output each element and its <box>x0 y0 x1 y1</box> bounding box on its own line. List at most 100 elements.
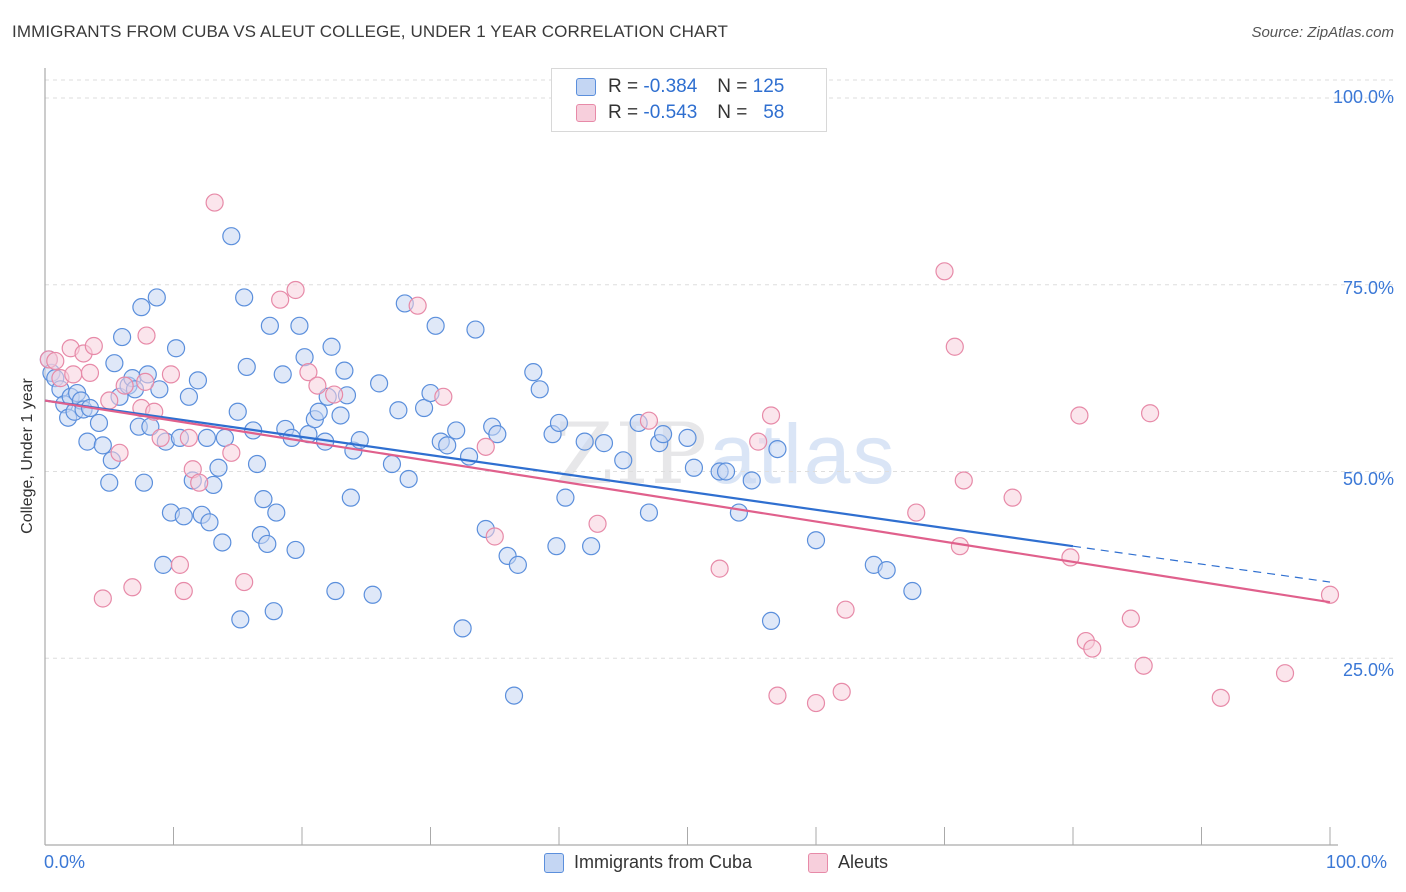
cuba-point <box>488 425 507 444</box>
cuba-point <box>426 316 445 335</box>
x-tick-label: 0.0% <box>44 852 86 872</box>
aleut-point <box>1003 488 1022 507</box>
aleut-point <box>1275 664 1295 683</box>
legend-r-value: -0.384 <box>643 76 698 97</box>
aleut-point <box>123 578 142 597</box>
cuba-point <box>235 288 254 307</box>
legend-n-label: N = <box>717 102 748 123</box>
cuba-point <box>254 490 273 509</box>
aleut-point <box>1140 404 1160 423</box>
aleut-point <box>710 559 729 578</box>
aleut-point <box>179 428 199 447</box>
legend-n-value: 125 <box>752 76 785 97</box>
aleut-point <box>286 280 305 300</box>
y-tick-label: 100.0% <box>1332 87 1394 107</box>
cuba-point <box>556 488 575 507</box>
y-tick-label: 75.0% <box>1342 278 1394 298</box>
aleut-point <box>174 581 193 601</box>
aleut-point <box>485 527 504 546</box>
cuba-point <box>678 428 697 447</box>
aleut-point <box>325 385 344 404</box>
aleut-point <box>110 443 129 462</box>
legend-swatch-blue <box>544 852 564 873</box>
cuba-point <box>768 439 787 459</box>
cuba-point <box>370 374 389 393</box>
aleut-point <box>137 326 156 345</box>
cuba-point <box>260 316 279 335</box>
cuba-point <box>903 581 922 601</box>
aleut-point <box>151 428 170 447</box>
aleut-point <box>1320 585 1340 604</box>
cuba-point <box>363 585 382 604</box>
aleut-point <box>950 537 970 556</box>
cuba-point <box>466 320 485 339</box>
cuba-point <box>231 610 250 629</box>
aleut-point <box>408 296 427 315</box>
aleut-point <box>64 365 83 384</box>
cuba-point <box>547 537 566 556</box>
cuba-point <box>453 619 472 638</box>
cuba-point <box>504 686 524 705</box>
aleut-point <box>170 555 190 574</box>
cuba-point <box>228 402 247 421</box>
aleut-point <box>1083 639 1102 658</box>
legend-swatch-pink <box>808 852 828 873</box>
cuba-point <box>716 462 736 481</box>
cuba-point <box>258 534 277 554</box>
cuba-point <box>530 380 549 399</box>
legend-n-label: N = <box>717 76 748 97</box>
cuba-point <box>382 454 402 474</box>
cuba-point <box>290 316 309 335</box>
cuba-point <box>179 387 199 406</box>
x-tick-label: 100.0% <box>1326 852 1388 872</box>
aleut-point <box>115 376 134 395</box>
aleut-point <box>46 351 65 371</box>
cuba-point <box>93 436 112 455</box>
aleut-point <box>434 387 453 406</box>
cuba-point <box>399 469 418 489</box>
source-label: Source: ZipAtlas.com <box>1251 24 1394 41</box>
aleut-point <box>639 411 659 430</box>
aleut-point <box>80 363 100 382</box>
cuba-point <box>582 537 601 556</box>
aleut-point <box>836 600 855 619</box>
correlation-legend: R = -0.384 N = 125 R = -0.543 N = 58 <box>551 68 827 132</box>
legend-swatch-pink <box>576 104 596 122</box>
cuba-point <box>100 473 119 492</box>
aleut-point <box>935 262 954 281</box>
cuba-point <box>134 473 154 492</box>
cuba-point <box>614 451 633 470</box>
aleut-trend-line <box>44 399 1331 604</box>
aleut-point <box>205 193 224 212</box>
cuba-point <box>174 507 193 526</box>
aleut-point <box>1211 688 1230 707</box>
cuba-point <box>247 454 267 474</box>
y-axis-label: College, Under 1 year <box>19 378 36 534</box>
cuba-point <box>150 380 169 399</box>
cuba-point <box>341 488 360 507</box>
legend-r-label: R = <box>608 102 639 123</box>
cuba-point <box>639 503 659 522</box>
cuba-point <box>761 611 781 631</box>
cuba-point <box>326 581 345 601</box>
cuba-point <box>147 288 166 307</box>
cuba-trend-line <box>44 399 1074 548</box>
aleut-point <box>476 437 495 456</box>
aleut-point <box>588 514 607 533</box>
legend-row-pink: R = -0.543 N = 58 <box>576 100 784 126</box>
aleut-point <box>100 391 119 410</box>
aleut-point <box>806 693 826 713</box>
y-tick-label: 25.0% <box>1342 660 1394 680</box>
cuba-point <box>89 413 109 433</box>
cuba-point <box>742 471 761 490</box>
cuba-point <box>877 561 896 580</box>
legend-swatch-blue <box>576 78 596 96</box>
aleut-point <box>945 337 964 356</box>
cuba-point <box>806 531 826 550</box>
legend-series-label: Aleuts <box>838 852 889 872</box>
aleut-point <box>161 365 181 384</box>
cuba-point <box>447 421 466 440</box>
cuba-point <box>78 432 97 451</box>
cuba-point <box>200 513 219 532</box>
